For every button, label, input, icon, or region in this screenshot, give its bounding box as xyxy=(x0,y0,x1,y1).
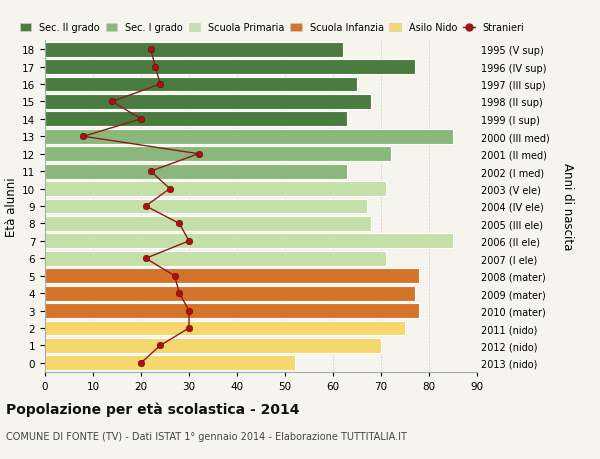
Legend: Sec. II grado, Sec. I grado, Scuola Primaria, Scuola Infanzia, Asilo Nido, Stran: Sec. II grado, Sec. I grado, Scuola Prim… xyxy=(20,23,524,33)
Point xyxy=(170,273,179,280)
Point xyxy=(107,99,117,106)
Bar xyxy=(45,321,405,336)
Point xyxy=(79,133,88,140)
Point xyxy=(141,203,151,210)
Point xyxy=(184,238,194,245)
Bar xyxy=(45,112,347,127)
Point xyxy=(141,255,151,263)
Text: Popolazione per età scolastica - 2014: Popolazione per età scolastica - 2014 xyxy=(6,402,299,416)
Bar xyxy=(45,234,453,249)
Point xyxy=(155,342,165,349)
Point xyxy=(146,46,155,54)
Bar xyxy=(45,43,343,57)
Point xyxy=(184,307,194,314)
Bar xyxy=(45,182,386,196)
Bar xyxy=(45,147,391,162)
Bar xyxy=(45,199,367,214)
Bar xyxy=(45,356,295,370)
Point xyxy=(146,168,155,175)
Bar xyxy=(45,286,415,301)
Bar xyxy=(45,338,381,353)
Point xyxy=(155,81,165,89)
Y-axis label: Età alunni: Età alunni xyxy=(5,177,18,236)
Bar xyxy=(45,303,419,318)
Point xyxy=(175,220,184,228)
Point xyxy=(136,359,146,367)
Y-axis label: Anni di nascita: Anni di nascita xyxy=(561,163,574,250)
Point xyxy=(175,290,184,297)
Point xyxy=(165,185,175,193)
Bar xyxy=(45,95,371,110)
Bar xyxy=(45,217,371,231)
Point xyxy=(151,64,160,71)
Bar xyxy=(45,60,415,75)
Bar xyxy=(45,252,386,266)
Bar xyxy=(45,269,419,284)
Point xyxy=(194,151,203,158)
Bar xyxy=(45,129,453,145)
Text: COMUNE DI FONTE (TV) - Dati ISTAT 1° gennaio 2014 - Elaborazione TUTTITALIA.IT: COMUNE DI FONTE (TV) - Dati ISTAT 1° gen… xyxy=(6,431,407,442)
Point xyxy=(184,325,194,332)
Bar xyxy=(45,78,357,92)
Bar xyxy=(45,164,347,179)
Point xyxy=(136,116,146,123)
